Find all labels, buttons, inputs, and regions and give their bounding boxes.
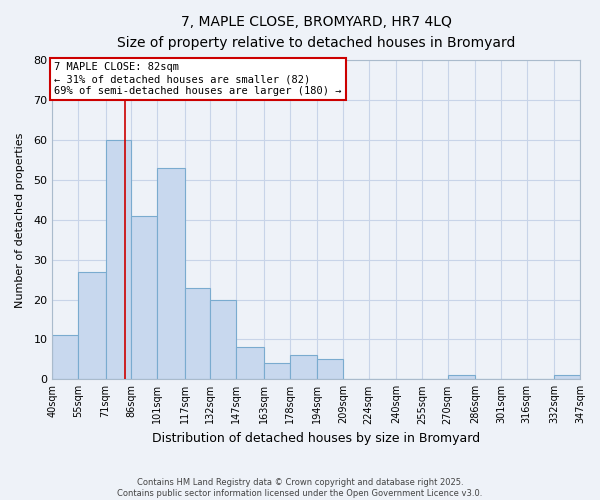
Bar xyxy=(290,356,317,380)
Bar xyxy=(185,288,211,380)
Text: 7 MAPLE CLOSE: 82sqm
← 31% of detached houses are smaller (82)
69% of semi-detac: 7 MAPLE CLOSE: 82sqm ← 31% of detached h… xyxy=(54,62,341,96)
Title: 7, MAPLE CLOSE, BROMYARD, HR7 4LQ
Size of property relative to detached houses i: 7, MAPLE CLOSE, BROMYARD, HR7 4LQ Size o… xyxy=(117,15,515,50)
Bar xyxy=(211,300,236,380)
X-axis label: Distribution of detached houses by size in Bromyard: Distribution of detached houses by size … xyxy=(152,432,480,445)
Y-axis label: Number of detached properties: Number of detached properties xyxy=(15,132,25,308)
Bar xyxy=(52,336,78,380)
Bar xyxy=(448,376,475,380)
Bar xyxy=(317,360,343,380)
Bar xyxy=(236,348,264,380)
Bar xyxy=(78,272,106,380)
Text: Contains HM Land Registry data © Crown copyright and database right 2025.
Contai: Contains HM Land Registry data © Crown c… xyxy=(118,478,482,498)
Bar xyxy=(157,168,185,380)
Bar xyxy=(106,140,131,380)
Bar xyxy=(264,364,290,380)
Bar xyxy=(554,376,580,380)
Bar xyxy=(131,216,157,380)
